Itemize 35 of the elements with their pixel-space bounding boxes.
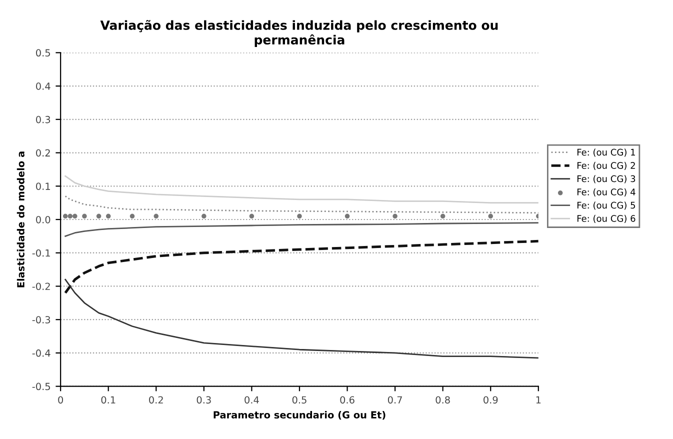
y-tick-label: 0.3 <box>36 116 50 124</box>
x-axis-title: Parametro secundario (G ou Et) <box>214 411 386 420</box>
line-series <box>64 278 538 359</box>
legend-label: Fe: (ou CG) 2 <box>577 162 635 170</box>
x-tick-label: 0 <box>58 396 64 404</box>
x-tick-label: 0.9 <box>484 396 498 404</box>
y-tick-label: -0.3 <box>32 316 50 324</box>
y-axis-title: Elasticidade do modelo a <box>16 152 24 288</box>
y-tick-label: 0.0 <box>36 216 50 224</box>
y-tick-label: 0.5 <box>36 49 50 57</box>
x-tick-label: 0.1 <box>101 396 116 404</box>
y-tick-label: -0.2 <box>32 282 50 290</box>
line-series <box>64 240 538 294</box>
x-tick-label: 0.7 <box>388 396 402 404</box>
x-tick-label: 0.4 <box>244 396 259 404</box>
y-tick-label: 0.1 <box>36 182 50 190</box>
y-tick-label: -0.1 <box>32 249 50 257</box>
y-tick-label: 0.4 <box>36 82 50 90</box>
y-tick-label: 0.2 <box>36 149 50 157</box>
legend-label: Fe: (ou CG) 6 <box>577 214 636 223</box>
x-tick-label: 0.2 <box>149 396 163 404</box>
legend-label: Fe: (ou CG) 3 <box>577 175 636 184</box>
x-tick-label: 0.8 <box>436 396 450 404</box>
legend-label: Fe: (ou CG) 1 <box>577 148 635 157</box>
line-series <box>64 222 538 237</box>
legend-label: Fe: (ou CG) 5 <box>577 202 636 210</box>
chart-title: Variação das elasticidades induzida pelo crescimento ou permanência <box>100 20 498 47</box>
line-series <box>64 175 538 204</box>
x-tick-label: 0.6 <box>340 396 354 404</box>
legend-label: Fe: (ou CG) 4 <box>577 188 636 196</box>
y-tick-label: -0.4 <box>32 349 50 357</box>
y-tick-label: -0.5 <box>32 382 50 390</box>
x-tick-label: 0.3 <box>196 396 211 404</box>
x-tick-label: 1 <box>536 396 541 404</box>
x-tick-label: 0.5 <box>292 396 306 404</box>
